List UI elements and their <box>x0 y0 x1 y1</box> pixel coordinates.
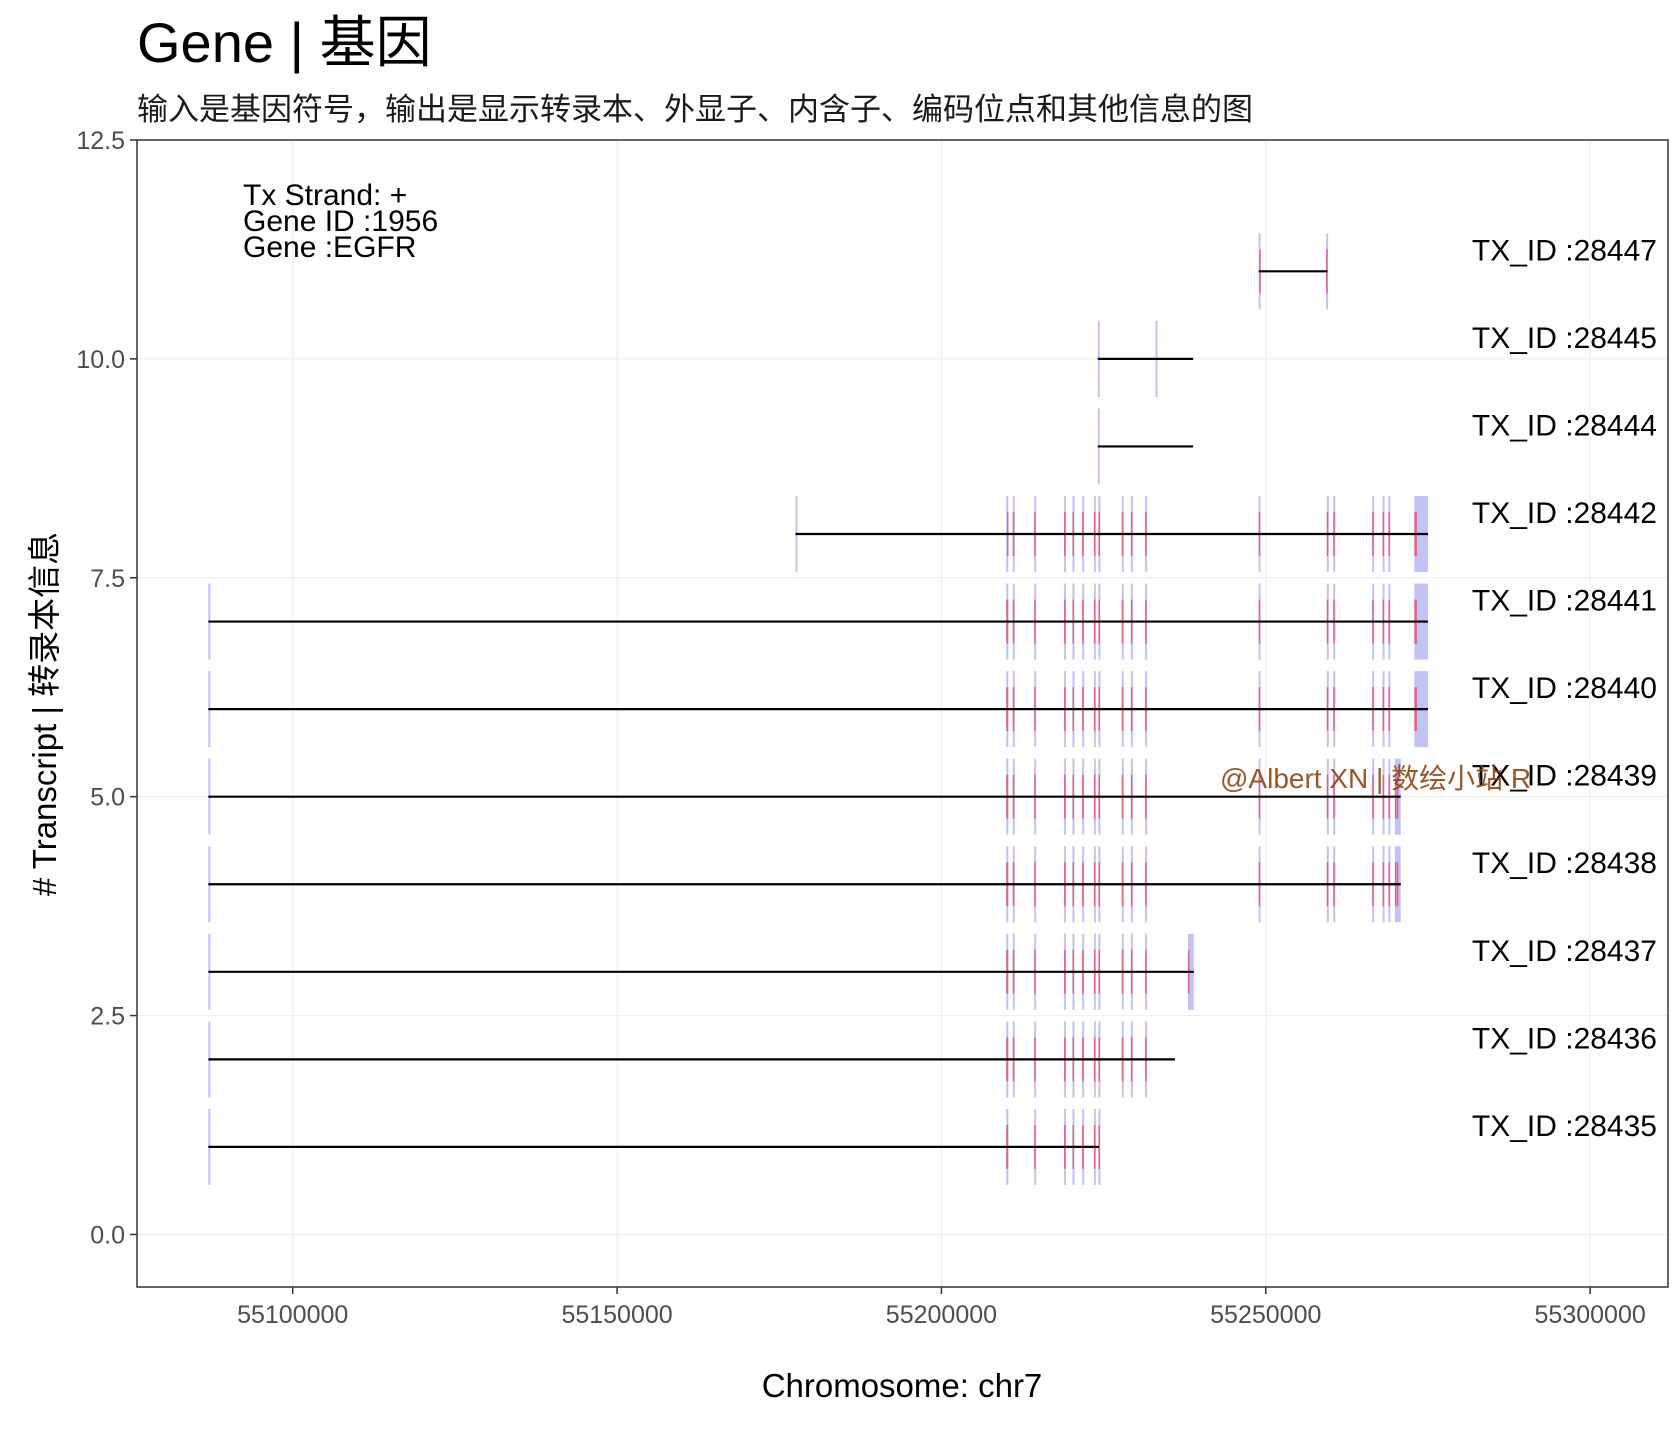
transcript <box>1097 320 1194 397</box>
y-axis-title: # Transcript | 转录本信息 <box>26 532 63 896</box>
y-axis: 0.0 2.5 5.0 7.5 10.0 12.5 <box>76 127 137 1249</box>
gene-info: Tx Strand: + Gene ID :1956 Gene :EGFR <box>243 179 438 264</box>
x-axis: 55100000 55150000 55200000 55250000 55300000 <box>237 1287 1646 1329</box>
y-tick-label: 10.0 <box>76 346 125 374</box>
transcript <box>1258 233 1329 310</box>
watermark: @Albert XN | 数绘小站 R <box>1220 763 1531 794</box>
transcript-label: TX_ID :28447 <box>1472 234 1657 267</box>
transcript-label: TX_ID :28439 <box>1472 760 1657 793</box>
transcript-label: TX_ID :28437 <box>1472 935 1657 968</box>
y-tick-label: 7.5 <box>90 565 125 593</box>
info-strand: Tx Strand: + <box>243 179 407 212</box>
chart-subtitle: 输入是基因符号，输出是显示转录本、外显子、内含子、编码位点和其他信息的图 <box>137 92 1253 128</box>
cds-mark <box>1098 1124 1100 1169</box>
transcript <box>1097 408 1194 485</box>
transcript <box>208 583 1428 660</box>
transcript-labels: TX_ID :28435 TX_ID :28436 TX_ID :28437 TX_I… <box>1472 234 1657 1143</box>
transcript <box>208 1108 1101 1185</box>
x-axis-title: Chromosome: chr7 <box>762 1367 1043 1404</box>
info-gene-id: Gene ID :1956 <box>243 205 438 238</box>
chart-title: Gene | 基因 <box>137 11 432 74</box>
y-tick-label: 0.0 <box>90 1221 125 1249</box>
x-tick-label: 55100000 <box>237 1301 348 1329</box>
x-tick-label: 55250000 <box>1210 1301 1321 1329</box>
transcript-label: TX_ID :28441 <box>1472 585 1657 618</box>
transcript-label: TX_ID :28442 <box>1472 497 1657 530</box>
transcript <box>208 933 1194 1010</box>
info-gene-name: Gene :EGFR <box>243 231 416 264</box>
y-tick-label: 2.5 <box>90 1003 125 1031</box>
transcript <box>208 758 1401 835</box>
transcript <box>795 496 1428 573</box>
transcript <box>208 671 1428 748</box>
grid-layer <box>137 139 1668 1287</box>
transcript-label: TX_ID :28438 <box>1472 847 1657 880</box>
transcript-label: TX_ID :28435 <box>1472 1110 1657 1143</box>
x-tick-label: 55300000 <box>1535 1301 1646 1329</box>
y-tick-label: 5.0 <box>90 784 125 812</box>
y-tick-label: 12.5 <box>76 127 125 155</box>
x-tick-label: 55150000 <box>561 1301 672 1329</box>
transcript-label: TX_ID :28440 <box>1472 672 1657 705</box>
transcript-label: TX_ID :28436 <box>1472 1022 1657 1055</box>
x-tick-label: 55200000 <box>886 1301 997 1329</box>
transcript <box>208 846 1401 923</box>
transcript-label: TX_ID :28445 <box>1472 322 1657 355</box>
transcript-label: TX_ID :28444 <box>1472 409 1657 442</box>
plot-area <box>208 233 1428 1185</box>
panel-border <box>136 139 1669 1288</box>
transcript <box>208 1021 1175 1098</box>
